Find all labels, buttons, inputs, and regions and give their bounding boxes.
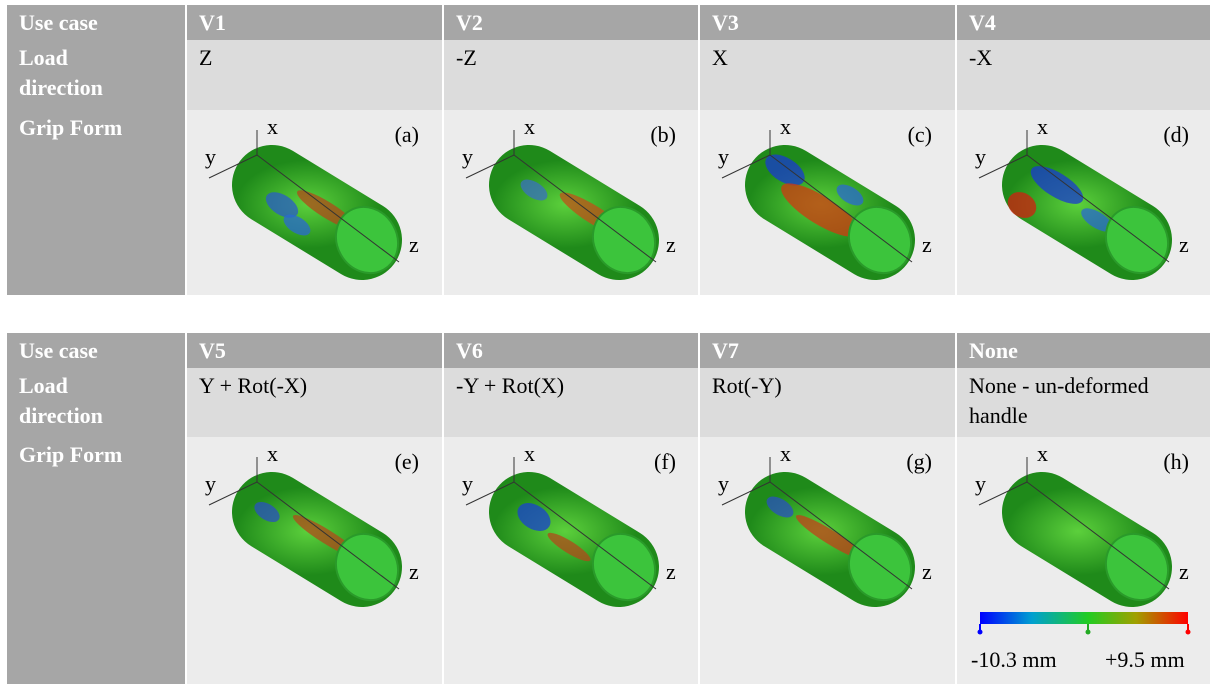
axis-label: y <box>718 471 729 496</box>
axis-label: y <box>975 144 986 169</box>
row-header: Use case <box>7 333 185 368</box>
grip-form: x y z (h) -10.3 mm +9.5 mm <box>957 437 1210 684</box>
colorbar <box>980 612 1188 624</box>
load-direction: None - un-deformed handle <box>957 368 1210 437</box>
column-header: V5 <box>187 333 442 368</box>
grip-form: x y z (b) <box>444 110 698 295</box>
load-direction: Z <box>187 40 442 110</box>
grip-form: x y z (d) <box>957 110 1210 295</box>
grip-image: x y z (g) <box>700 437 955 684</box>
axis-label: x <box>1037 441 1048 466</box>
load-direction: -Z <box>444 40 698 110</box>
axis-label: z <box>666 232 676 257</box>
row-header: Grip Form <box>7 110 185 295</box>
axis-label: y <box>975 471 986 496</box>
axis-label: x <box>524 114 535 139</box>
grip-image: x y z (h) -10.3 mm +9.5 mm <box>957 437 1210 684</box>
row-header: Grip Form <box>7 437 185 684</box>
axis-label: x <box>267 114 278 139</box>
handle <box>760 148 923 284</box>
handle <box>261 185 410 285</box>
column-header: V4 <box>957 5 1210 40</box>
row-header-text: Load direction <box>19 371 149 431</box>
grip-image: x y z (f) <box>444 437 698 684</box>
row-header-text: Load direction <box>19 43 149 103</box>
axis-label: y <box>462 144 473 169</box>
colorbar-marker <box>1086 630 1091 635</box>
axis-label: x <box>780 114 791 139</box>
grip-form: x y z (f) <box>444 437 698 684</box>
axis-label: y <box>205 144 216 169</box>
axis-label: z <box>922 559 932 584</box>
row-header-text: Grip Form <box>19 113 149 143</box>
column-header: V7 <box>700 333 955 368</box>
grip-image: x y z (e) <box>187 437 442 684</box>
subfigure-label: (e) <box>395 449 419 474</box>
column-header: V1 <box>187 5 442 40</box>
load-direction: X <box>700 40 955 110</box>
subfigure-label: (c) <box>908 122 932 147</box>
row-header: Load direction <box>7 40 185 110</box>
axis-label: x <box>524 441 535 466</box>
axis-label: y <box>462 471 473 496</box>
load-direction: -Y + Rot(X) <box>444 368 698 437</box>
grip-image: x y z (a) <box>187 110 442 295</box>
colorbar-marker <box>1186 630 1191 635</box>
load-direction: Y + Rot(-X) <box>187 368 442 437</box>
column-header: V6 <box>444 333 698 368</box>
grip-form: x y z (e) <box>187 437 442 684</box>
row-header: Load direction <box>7 368 185 437</box>
column-header: V2 <box>444 5 698 40</box>
grip-image: x y z (b) <box>444 110 698 295</box>
axis-label: z <box>409 232 419 257</box>
axis-label: z <box>1179 232 1189 257</box>
subfigure-label: (g) <box>906 449 932 474</box>
column-header: V3 <box>700 5 955 40</box>
grip-image: x y z (d) <box>957 110 1210 295</box>
axis-label: z <box>1179 559 1189 584</box>
colorbar-marker <box>978 630 983 635</box>
handle <box>251 498 410 612</box>
colorbar-max: +9.5 mm <box>1105 647 1185 672</box>
grip-form: x y z (a) <box>187 110 442 295</box>
axis-label: z <box>666 559 676 584</box>
colorbar-min: -10.3 mm <box>971 647 1057 672</box>
axis-label: x <box>267 441 278 466</box>
subfigure-label: (d) <box>1163 122 1189 147</box>
grip-form: x y z (c) <box>700 110 955 295</box>
axis-label: y <box>718 144 729 169</box>
subfigure-label: (h) <box>1163 449 1189 474</box>
load-direction: -X <box>957 40 1210 110</box>
axis-label: x <box>780 441 791 466</box>
subfigure-label: (f) <box>654 449 676 474</box>
column-header: None <box>957 333 1210 368</box>
axis-label: z <box>409 559 419 584</box>
handle <box>763 492 923 611</box>
row-header: Use case <box>7 5 185 40</box>
axis-label: x <box>1037 114 1048 139</box>
handle <box>1003 159 1180 285</box>
grip-image: x y z (c) <box>700 110 955 295</box>
handle <box>1042 512 1180 611</box>
handle <box>512 497 667 611</box>
subfigure-label: (b) <box>650 122 676 147</box>
subfigure-label: (a) <box>395 122 419 147</box>
page: Use caseV1V2V3V4Load directionZ-ZX-XGrip… <box>0 0 1210 684</box>
row-header-text: Grip Form <box>19 440 149 470</box>
axis-label: y <box>205 471 216 496</box>
axis-label: z <box>922 232 932 257</box>
load-direction: Rot(-Y) <box>700 368 955 437</box>
grip-form: x y z (g) <box>700 437 955 684</box>
handle <box>517 175 667 284</box>
